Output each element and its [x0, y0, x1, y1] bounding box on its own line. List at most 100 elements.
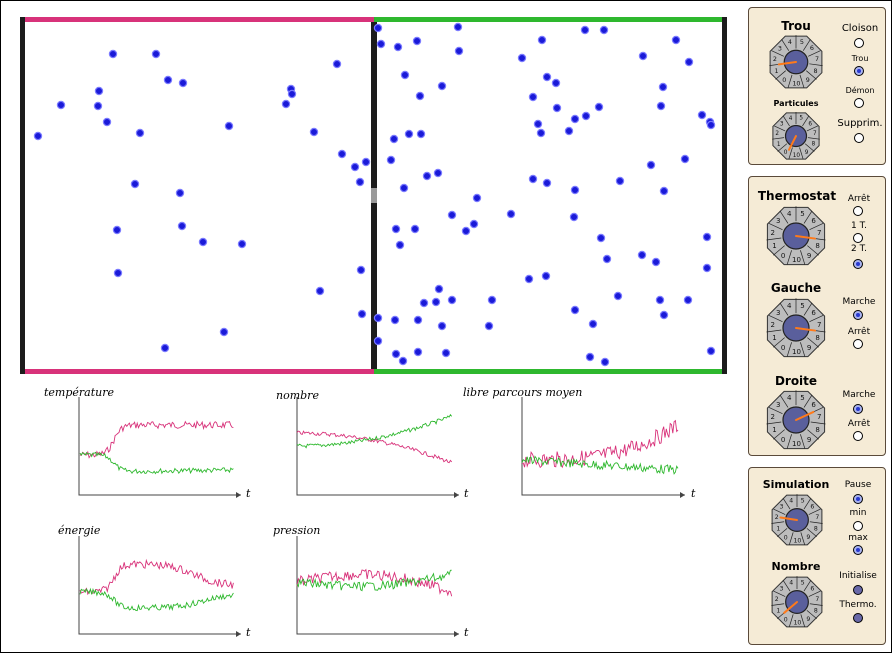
knob-digit: 8 — [815, 241, 819, 250]
knob-tick — [802, 39, 811, 51]
knob-digit: 3 — [780, 586, 784, 593]
particle — [697, 110, 707, 120]
knob-digit: 9 — [805, 150, 809, 156]
knob-digit: 5 — [800, 393, 804, 402]
option-trou-radio[interactable] — [854, 66, 864, 76]
thermostat-2t-radio[interactable] — [853, 259, 863, 269]
particle — [600, 357, 610, 367]
simulation-min-radio[interactable] — [853, 521, 863, 531]
simulation-max-label: max — [848, 533, 868, 543]
particules-title: Particules — [773, 99, 819, 108]
particle — [437, 81, 447, 91]
gauche-arret-radio[interactable] — [853, 339, 863, 349]
particle — [281, 99, 291, 109]
knob-tick — [773, 245, 785, 256]
knob-tick — [782, 497, 791, 510]
simulation-knob[interactable]: 0 1 2 3 4 5 6 7 8 9 10 — [769, 492, 825, 548]
particle — [391, 349, 401, 359]
knob-digit: 8 — [815, 333, 819, 342]
particle — [434, 284, 444, 294]
particle — [416, 129, 426, 139]
option-supprim-label: Supprim. — [837, 118, 883, 129]
nombre-knob[interactable]: 0 1 2 3 4 5 6 7 8 9 10 — [769, 574, 825, 630]
knob-tick — [782, 115, 790, 127]
particle — [94, 86, 104, 96]
graph-arrow — [454, 631, 459, 637]
knob-digit: 3 — [776, 216, 780, 225]
trou-knob[interactable]: 0 1 2 3 4 5 6 7 8 9 10 — [767, 33, 825, 91]
knob-tick — [774, 125, 786, 132]
graph-title-temperature: température — [44, 386, 115, 399]
particle — [376, 39, 386, 49]
knob-digit: 8 — [814, 525, 818, 532]
knob-tick — [773, 337, 785, 348]
knob-needle — [795, 235, 817, 240]
gauche-title: Gauche — [770, 281, 822, 295]
partition-lower[interactable] — [371, 203, 377, 369]
droite-arret-radio[interactable] — [853, 431, 863, 441]
knob-tick — [786, 342, 792, 357]
knob-digit: 5 — [800, 209, 804, 218]
particle — [683, 295, 693, 305]
knob-digit: 2 — [770, 228, 774, 237]
knob-digit: 8 — [815, 425, 819, 434]
particle — [580, 25, 590, 35]
graph-axes — [78, 536, 241, 635]
option-cloison-radio[interactable] — [854, 38, 864, 48]
thermostat-1t-radio[interactable] — [853, 233, 863, 243]
gauche-knob[interactable]: 0 1 2 3 4 5 6 7 8 9 10 — [764, 296, 828, 360]
knob-tick — [799, 74, 805, 88]
particle — [399, 183, 409, 193]
particle — [684, 57, 694, 67]
droite-marche-radio[interactable] — [853, 404, 863, 414]
knob-digit: 3 — [780, 122, 784, 128]
simulation-title: Simulation — [762, 478, 830, 491]
thermo-button[interactable] — [853, 613, 863, 623]
particle — [224, 121, 234, 131]
knob-tick — [806, 528, 818, 538]
knob-tick — [771, 521, 785, 524]
knob-tick — [777, 143, 788, 152]
panel-simulation: Simulation 0 1 2 3 4 5 6 7 8 9 10 Pause min max No… — [748, 467, 886, 645]
partition-upper[interactable] — [371, 22, 377, 188]
particle — [151, 49, 161, 59]
thermostat-arret-radio[interactable] — [853, 206, 863, 216]
knob-digit: 3 — [778, 44, 782, 52]
knob-digit: 3 — [780, 504, 784, 511]
particle — [163, 75, 173, 85]
particle — [602, 254, 612, 264]
particle — [287, 89, 297, 99]
knob-tick — [766, 421, 782, 425]
particle — [542, 72, 552, 82]
trace-left — [79, 558, 234, 596]
knob-digit: 8 — [814, 607, 818, 614]
initialise-button[interactable] — [853, 585, 863, 595]
axis-t-label: t — [246, 487, 251, 500]
particle — [332, 59, 342, 69]
particle — [437, 321, 447, 331]
simulation-max-radio[interactable] — [853, 545, 863, 555]
particle — [441, 348, 451, 358]
simulation-pause-radio[interactable] — [853, 494, 863, 504]
particle — [506, 209, 516, 219]
partition-hole[interactable] — [371, 188, 377, 203]
knob-tick — [806, 70, 817, 80]
gauche-marche-radio[interactable] — [853, 310, 863, 320]
graph-axes — [78, 397, 241, 496]
droite-title: Droite — [774, 374, 818, 388]
thermostat-knob[interactable]: 0 1 2 3 4 5 6 7 8 9 10 — [764, 204, 828, 268]
particle — [585, 352, 595, 362]
knob-digit: 10 — [793, 620, 801, 627]
particle — [431, 297, 441, 307]
option-supprim-radio[interactable] — [854, 133, 864, 143]
knob-digit: 3 — [776, 400, 780, 409]
particules-knob[interactable]: 0 1 2 3 4 5 6 7 8 9 10 — [770, 110, 822, 162]
droite-knob[interactable]: 0 1 2 3 4 5 6 7 8 9 10 — [764, 388, 828, 452]
knob-digit: 5 — [801, 497, 805, 504]
knob-tick — [802, 115, 810, 127]
knob-tick — [809, 223, 824, 231]
option-demon-radio[interactable] — [854, 98, 864, 108]
particle — [542, 178, 552, 188]
knob-tick — [800, 342, 806, 357]
knob-tick — [772, 137, 785, 140]
